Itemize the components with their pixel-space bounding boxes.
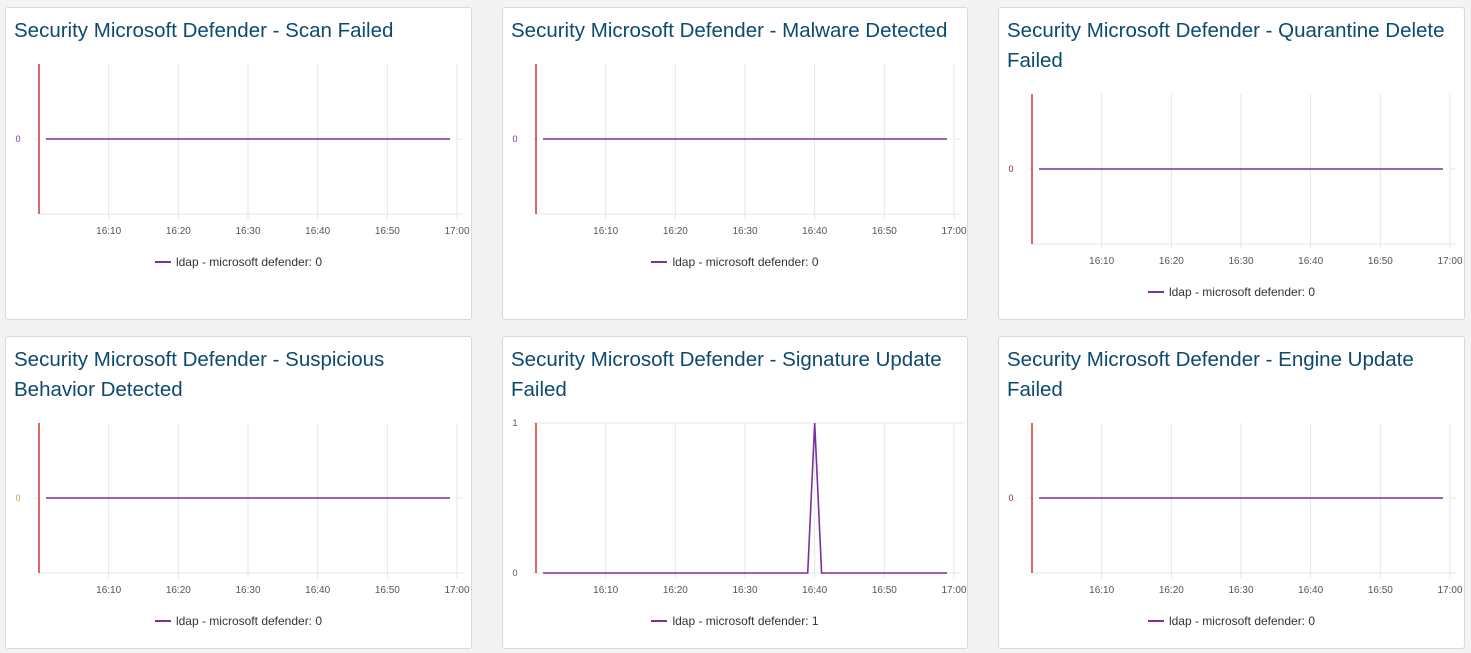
x-tick-label: 16:10 [593, 226, 618, 237]
x-tick-label: 16:40 [1298, 585, 1323, 596]
y-tick-label: 0 [15, 134, 20, 144]
chart-legend[interactable]: ldap - microsoft defender: 1 [503, 614, 967, 628]
chart-panel: Security Microsoft Defender - Scan Faile… [5, 7, 472, 320]
legend-swatch [154, 619, 171, 622]
x-tick-label: 16:30 [732, 226, 757, 237]
chart-panel: Security Microsoft Defender - Suspicious… [5, 336, 472, 649]
legend-swatch [1147, 619, 1164, 622]
x-tick-label: 16:20 [663, 585, 688, 596]
x-tick-label: 16:50 [375, 226, 400, 237]
y-tick-label: 0 [15, 493, 20, 503]
line-chart: 16:10 16:20 16:30 16:40 16:50 17:00 0 [512, 64, 967, 237]
chart-panel: Security Microsoft Defender - Engine Upd… [998, 336, 1465, 649]
legend-label: ldap - microsoft defender: 0 [175, 614, 323, 628]
x-tick-label: 16:20 [166, 585, 191, 596]
x-tick-label: 17:00 [941, 226, 966, 237]
line-chart: 16:10 16:20 16:30 16:40 16:50 17:00 0 [15, 64, 470, 237]
legend-label: ldap - microsoft defender: 0 [1168, 614, 1316, 628]
x-tick-label: 16:50 [375, 585, 400, 596]
panel-title[interactable]: Security Microsoft Defender - Quarantine… [1007, 19, 1445, 72]
line-chart: 16:10 16:20 16:30 16:40 16:50 17:00 0 1 [512, 418, 966, 596]
chart-panel: Security Microsoft Defender - Quarantine… [998, 7, 1465, 320]
x-tick-label: 16:40 [802, 226, 827, 237]
x-tick-label: 16:50 [1368, 585, 1393, 596]
legend-swatch [154, 260, 171, 263]
panel-title[interactable]: Security Microsoft Defender - Signature … [511, 348, 942, 401]
x-tick-label: 16:10 [1089, 256, 1114, 267]
x-tick-label: 17:00 [444, 585, 469, 596]
y-tick-label: 0 [1008, 164, 1013, 174]
x-tick-label: 16:40 [1298, 256, 1323, 267]
legend-swatch [1147, 290, 1164, 293]
x-tick-label: 16:10 [96, 226, 121, 237]
chart-legend[interactable]: ldap - microsoft defender: 0 [6, 255, 471, 269]
x-tick-label: 16:10 [593, 585, 618, 596]
legend-label: ldap - microsoft defender: 1 [672, 614, 819, 628]
x-tick-label: 16:30 [235, 585, 260, 596]
legend-swatch [651, 619, 668, 622]
legend-label: ldap - microsoft defender: 0 [672, 255, 819, 269]
x-tick-label: 16:20 [663, 226, 688, 237]
y-tick-label: 0 [512, 134, 517, 144]
x-tick-label: 16:50 [872, 585, 897, 596]
x-tick-label: 16:10 [96, 585, 121, 596]
x-tick-label: 16:40 [305, 585, 330, 596]
chart-legend[interactable]: ldap - microsoft defender: 0 [999, 285, 1464, 299]
panel-title[interactable]: Security Microsoft Defender - Engine Upd… [1007, 348, 1414, 401]
x-tick-label: 16:40 [305, 226, 330, 237]
x-tick-label: 16:50 [1368, 256, 1393, 267]
x-tick-label: 16:20 [166, 226, 191, 237]
y-tick-label: 0 [1008, 493, 1013, 503]
chart-legend[interactable]: ldap - microsoft defender: 0 [6, 614, 471, 628]
x-tick-label: 16:40 [802, 585, 827, 596]
x-tick-label: 16:20 [1159, 256, 1184, 267]
legend-label: ldap - microsoft defender: 0 [1168, 285, 1316, 299]
x-tick-label: 17:00 [1437, 585, 1462, 596]
legend-swatch [651, 260, 668, 263]
x-tick-label: 17:00 [1437, 256, 1462, 267]
panel-title[interactable]: Security Microsoft Defender - Scan Faile… [14, 19, 394, 42]
x-tick-label: 17:00 [444, 226, 469, 237]
panel-title[interactable]: Security Microsoft Defender - Suspicious… [14, 348, 385, 401]
chart-legend[interactable]: ldap - microsoft defender: 0 [999, 614, 1464, 628]
y-tick-label: 1 [512, 418, 517, 428]
chart-panel: Security Microsoft Defender - Signature … [502, 336, 968, 649]
x-tick-label: 16:50 [872, 226, 897, 237]
x-tick-label: 16:30 [1228, 585, 1253, 596]
panel-title[interactable]: Security Microsoft Defender - Malware De… [511, 19, 948, 42]
series-line[interactable] [543, 422, 947, 574]
x-tick-label: 17:00 [941, 585, 966, 596]
chart-panel: Security Microsoft Defender - Malware De… [502, 7, 968, 320]
legend-label: ldap - microsoft defender: 0 [175, 255, 323, 269]
x-tick-label: 16:20 [1159, 585, 1184, 596]
x-tick-label: 16:10 [1089, 585, 1114, 596]
line-chart: 16:10 16:20 16:30 16:40 16:50 17:00 0 [1008, 94, 1463, 267]
line-chart: 16:10 16:20 16:30 16:40 16:50 17:00 0 [15, 423, 470, 596]
line-chart: 16:10 16:20 16:30 16:40 16:50 17:00 0 [1008, 423, 1463, 596]
chart-legend[interactable]: ldap - microsoft defender: 0 [503, 255, 967, 269]
x-tick-label: 16:30 [732, 585, 757, 596]
y-tick-label: 0 [512, 568, 517, 578]
x-tick-label: 16:30 [1228, 256, 1253, 267]
x-tick-label: 16:30 [235, 226, 260, 237]
